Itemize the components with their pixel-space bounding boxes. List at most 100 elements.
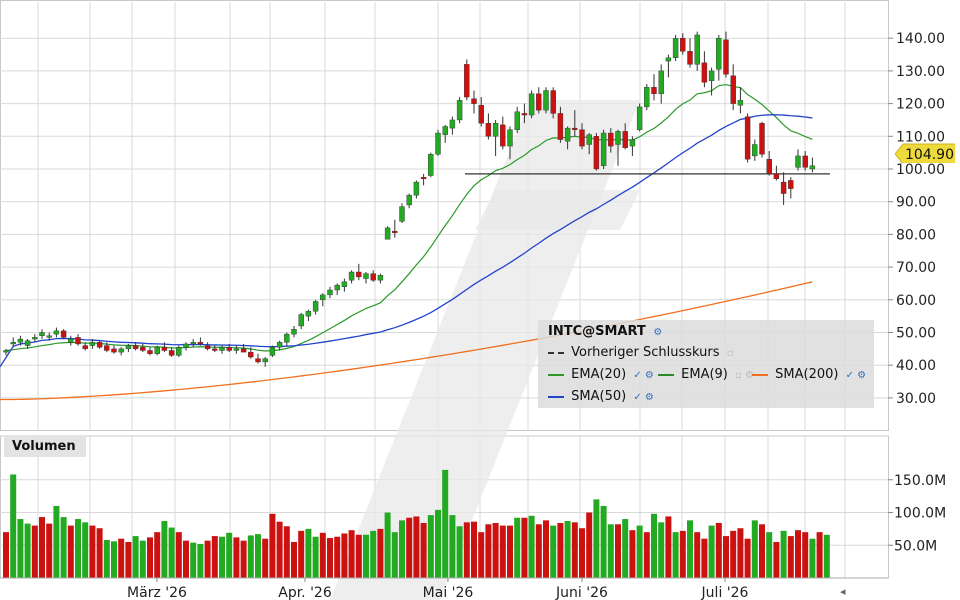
candle-body (492, 123, 499, 137)
candle-body (377, 275, 384, 281)
legend-sma200[interactable]: SMA(200) ✓ ⚙ (752, 367, 866, 382)
candle-body (435, 132, 441, 155)
candle-body (406, 194, 412, 206)
candle-body (111, 348, 117, 353)
candle-body (471, 98, 477, 104)
volume-bar (384, 512, 391, 578)
volume-bar (17, 519, 24, 578)
volume-bar (298, 530, 305, 578)
legend-ema20[interactable]: EMA(20) ✓ ⚙ (548, 367, 654, 382)
candle-body (39, 332, 45, 336)
volume-bar (679, 530, 686, 578)
candle-body (507, 129, 513, 147)
candle-body (579, 129, 585, 147)
candle-body (802, 155, 808, 168)
candle-body (780, 181, 787, 194)
checkbox-icon[interactable]: ▫ (726, 348, 734, 359)
candle-body (348, 271, 355, 281)
volume-bar (377, 528, 384, 578)
volume-bars (3, 469, 830, 578)
candle-body (536, 93, 542, 111)
legend-sma200-label: SMA(200) (775, 367, 839, 382)
candle-body (500, 124, 506, 147)
candle-body (636, 106, 643, 130)
candle-body (658, 70, 664, 94)
legend-sma50-label: SMA(50) (571, 389, 627, 404)
candle-body (82, 345, 88, 350)
candle-body (104, 345, 110, 351)
volume-bar (427, 515, 434, 578)
volume-bar (111, 541, 117, 578)
volume-bar (89, 525, 96, 578)
candle-body (543, 90, 549, 111)
volume-bar (103, 540, 110, 578)
volume-bar (139, 540, 146, 578)
volume-bar (795, 530, 801, 578)
candle-body (708, 70, 715, 81)
candle-body (118, 348, 124, 353)
y-tick-label: 40.00 (896, 358, 936, 374)
candle-body (399, 206, 405, 222)
volume-bar (96, 528, 103, 578)
volume-bar (543, 520, 549, 578)
candle-body (17, 338, 24, 343)
candle-body (197, 342, 204, 345)
volume-bar (161, 521, 168, 578)
volume-bar (39, 517, 45, 578)
candle-body (334, 284, 340, 291)
check-icon[interactable]: ✓ ⚙ (633, 392, 654, 403)
volume-bar (629, 530, 636, 578)
volume-bar (456, 526, 463, 578)
candle-body (600, 132, 607, 166)
candle-body (392, 230, 398, 233)
volume-bar (485, 524, 492, 578)
volume-bar (687, 520, 693, 578)
candle-body (413, 181, 420, 196)
x-tick-label: Apr. '26 (278, 585, 332, 600)
legend-symbol[interactable]: INTC@SMART ⚙ (548, 324, 662, 339)
y-tick-label: 100.00 (896, 162, 945, 178)
settings-icon[interactable]: ⚙ (653, 327, 663, 338)
volume-bar (514, 517, 521, 578)
volume-bar (701, 538, 708, 578)
volume-bar (622, 519, 629, 578)
y-tick-label: 120.00 (896, 97, 945, 113)
volume-bar (665, 516, 672, 578)
legend-sma50[interactable]: SMA(50) ✓ ⚙ (548, 389, 654, 404)
candle-body (255, 358, 261, 363)
candle-body (53, 330, 60, 335)
volume-bar (154, 532, 161, 578)
candle-body (759, 123, 765, 155)
watermark-logo (330, 100, 640, 600)
volume-bar (535, 524, 542, 578)
volume-bar (240, 540, 247, 578)
watermark-bar (475, 190, 640, 230)
candle-body (356, 271, 362, 278)
candle-body (723, 39, 729, 75)
candle-body (219, 347, 225, 351)
legend-ema9[interactable]: EMA(9) ▫ ⚙ (658, 367, 754, 382)
volume-bar (492, 522, 499, 578)
check-icon[interactable]: ✓ ⚙ (633, 370, 654, 381)
volume-bar (557, 522, 564, 578)
check-icon[interactable]: ✓ ⚙ (845, 370, 867, 381)
x-tick-label: Mai '26 (423, 585, 474, 600)
volume-bar (211, 536, 218, 578)
volume-bar (363, 534, 369, 578)
candle-body (284, 333, 290, 343)
volume-bar (413, 516, 420, 578)
candle-body (615, 131, 621, 145)
candle-body (428, 154, 434, 176)
volume-bar (708, 525, 715, 578)
y-tick-label: 140.00 (896, 31, 945, 47)
candle-body (442, 126, 448, 135)
legend-prev-close[interactable]: Vorheriger Schlusskurs ▫ (548, 345, 733, 360)
last-price-label: 104.90 (905, 147, 954, 163)
line-swatch-icon (658, 373, 674, 376)
last-price-tag: 104.90 (895, 143, 955, 163)
checkbox-icon[interactable]: ▫ ⚙ (735, 370, 754, 381)
volume-bar (521, 517, 528, 578)
chart-legend[interactable]: INTC@SMART ⚙ Vorheriger Schlusskurs ▫ EM… (538, 320, 874, 408)
candle-body (737, 100, 744, 106)
